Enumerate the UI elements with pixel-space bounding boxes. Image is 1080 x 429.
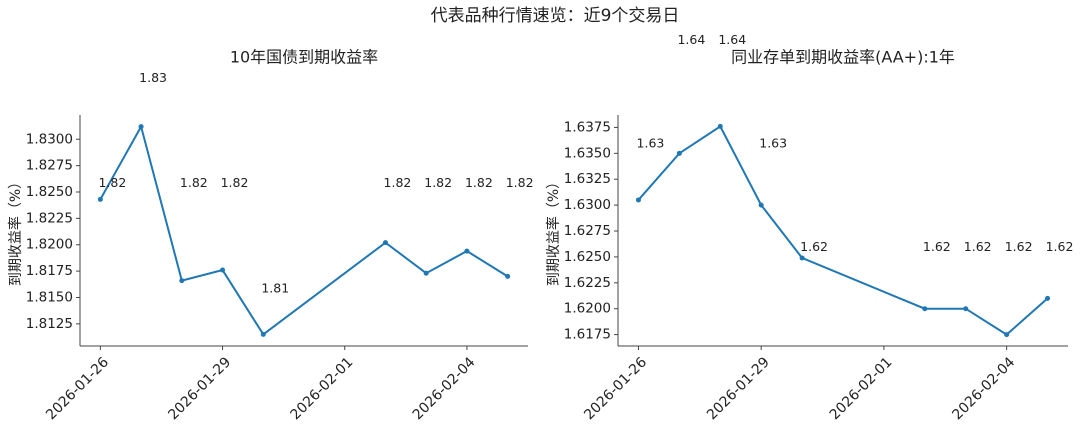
data-label: 1.82 [98,175,126,190]
point [799,255,805,261]
data-label: 1.81 [261,281,289,296]
y-tick-label: 1.6300 [564,197,611,213]
y-tick-label: 1.8275 [26,158,73,174]
y-tick-label: 1.6200 [564,301,611,317]
x-tick-label: 2026-01-29 [704,354,773,423]
point [260,331,266,337]
point [963,306,969,312]
y-tick-label: 1.6275 [564,223,611,239]
data-label: 1.82 [384,175,412,190]
y-tick-label: 1.8250 [26,184,73,200]
x-tick-label: 2026-02-04 [410,354,479,423]
point [635,197,641,203]
subplot-title: 10年国债到期收益率 [230,48,378,67]
y-tick-label: 1.6325 [564,171,611,187]
y-axis-label: 到期收益率（%） [545,175,562,286]
data-label: 1.62 [923,239,951,254]
point [138,124,144,130]
data-label: 1.83 [139,70,167,85]
point [505,273,511,279]
data-label: 1.63 [637,136,665,151]
point [676,150,682,156]
point [220,267,226,273]
y-tick-label: 1.6350 [564,145,611,161]
point [1004,332,1010,338]
point [423,270,429,276]
y-tick-label: 1.8300 [26,131,73,147]
line [637,124,1049,336]
data-label: 1.82 [465,175,493,190]
line [99,123,509,336]
y-tick-label: 1.8225 [26,210,73,226]
data-label: 1.62 [964,239,992,254]
x-tick-label: 2026-02-01 [827,354,896,423]
point [758,202,764,208]
x-tick-label: 2026-02-01 [288,354,357,423]
point [97,196,103,202]
y-tick-label: 1.8125 [26,316,73,332]
point [464,248,470,254]
figure-title: 代表品种行情速览：近9个交易日 [431,6,680,26]
data-label: 1.63 [759,136,787,151]
x-tick-label: 2026-01-26 [43,354,112,423]
x-tick-label: 2026-01-29 [165,354,234,423]
data-label: 1.62 [1005,239,1033,254]
subplot-title: 同业存单到期收益率(AA+):1年 [731,48,955,67]
data-label: 1.82 [180,175,208,190]
point [922,306,928,312]
data-label: 1.62 [1046,239,1074,254]
y-axis-label: 到期收益率（%） [7,175,24,286]
y-tick-label: 1.6375 [564,119,611,135]
data-label: 1.82 [506,175,534,190]
point [179,278,185,284]
data-label: 1.82 [424,175,452,190]
point [1045,295,1051,301]
x-tick-label: 2026-01-26 [581,354,650,423]
point [382,240,388,246]
y-tick-label: 1.8200 [26,237,73,253]
y-tick-label: 1.6225 [564,275,611,291]
data-label: 1.64 [677,32,705,47]
data-label: 1.62 [800,239,828,254]
y-tick-label: 1.8175 [26,263,73,279]
data-label: 1.82 [221,175,249,190]
data-label: 1.64 [718,32,746,47]
y-tick-label: 1.6175 [564,327,611,343]
y-tick-label: 1.8150 [26,289,73,305]
point [717,123,723,129]
x-tick-label: 2026-02-04 [949,354,1018,423]
y-tick-label: 1.6250 [564,249,611,265]
